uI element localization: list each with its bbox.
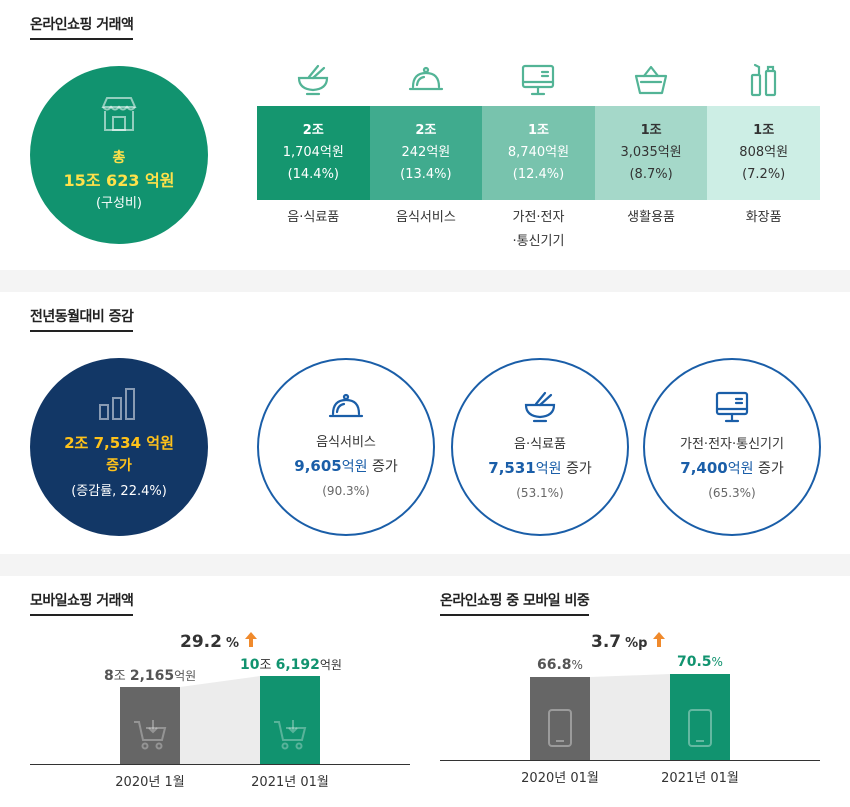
bar-connector <box>590 674 670 760</box>
x-axis-label: 2020년 1월 <box>115 775 185 790</box>
yoy-category-value: 7,400억원 증가 <box>680 458 784 477</box>
cloche-icon <box>328 392 364 426</box>
category-pct: (13.4%) <box>400 167 452 182</box>
category-name: 음식서비스 <box>395 210 456 225</box>
category-jo: 1조 <box>753 123 775 138</box>
bar-chart-icon <box>98 387 140 425</box>
section-title-online-shopping: 온라인쇼핑 거래액 <box>30 16 134 40</box>
total-value: 15조 623 억원 <box>63 171 175 190</box>
bar-value-label: 8조 2,165억원 <box>104 668 197 684</box>
yoy-category-name: 음·식료품 <box>514 436 566 452</box>
category-value-box: 1조 3,035억원 (8.7%) <box>594 106 708 200</box>
yoy-category-name: 가전·전자·통신기기 <box>680 436 784 452</box>
mobile-share-growth: 3.7 %p <box>591 632 666 652</box>
category-eok: 8,740억원 <box>507 145 570 160</box>
category-jo: 1조 <box>640 123 662 138</box>
bar-value-label: 66.8% <box>537 657 583 673</box>
bar-value-label: 10조 6,192억원 <box>240 657 342 673</box>
cloche-icon <box>370 60 483 100</box>
bowl-icon <box>257 60 370 100</box>
category-eok: 3,035억원 <box>620 145 682 160</box>
phone-icon <box>687 708 713 752</box>
total-transaction-circle: 총 15조 623 억원 (구성비) <box>30 66 208 244</box>
category-eok: 242억원 <box>401 145 451 160</box>
category-jo: 2조 <box>415 123 437 138</box>
chart-baseline <box>30 764 410 765</box>
mobile-bar-2020 <box>120 687 180 764</box>
section-divider <box>0 270 850 292</box>
category-name: 생활용품 <box>627 210 675 225</box>
chart-baseline <box>440 760 820 761</box>
category-pct: (8.7%) <box>629 167 673 182</box>
yoy-category-value: 9,605억원 증가 <box>294 456 398 475</box>
category-value-box: 1조 8,740억원 (12.4%) <box>482 106 595 200</box>
mobile-bar-2021 <box>260 676 320 764</box>
share-bar-2021 <box>670 674 730 760</box>
category-pct: (7.2%) <box>742 167 786 182</box>
x-axis-label: 2021년 01월 <box>251 775 329 790</box>
yoy-category-pct: (90.3%) <box>322 483 370 498</box>
mobile-amount-growth: 29.2% <box>180 632 257 652</box>
cart-icon <box>132 718 168 756</box>
yoy-category-pct: (65.3%) <box>708 485 756 500</box>
total-label: 총 <box>112 150 126 166</box>
section-title-yoy: 전년동월대비 증감 <box>30 308 134 332</box>
x-axis-label: 2020년 01월 <box>521 771 599 786</box>
category-jo: 1조 <box>527 123 549 138</box>
category-value-box: 2조 1,704억원 (14.4%) <box>257 106 370 200</box>
category-pct: (14.4%) <box>287 167 340 182</box>
category-name: 가전·전자 ·통신기기 <box>512 210 565 249</box>
category-value-box: 2조 242억원 (13.4%) <box>369 106 483 200</box>
yoy-category-circle: 가전·전자·통신기기 7,400억원 증가 (65.3%) <box>643 358 821 536</box>
bowl-icon <box>523 390 557 428</box>
arrow-up-icon <box>244 632 257 652</box>
monitor-icon <box>482 60 595 100</box>
cart-icon <box>272 718 308 756</box>
yoy-category-name: 음식서비스 <box>316 434 376 450</box>
yoy-category-value: 7,531억원 증가 <box>488 458 592 477</box>
section-title-mobile-amount: 모바일쇼핑 거래액 <box>30 592 134 616</box>
category-name: 음·식료품 <box>287 210 340 225</box>
yoy-total-note: (증감률, 22.4%) <box>71 484 167 499</box>
yoy-total-circle: 2조 7,534 억원 증가 (증감률, 22.4%) <box>30 358 208 536</box>
bar-value-label: 70.5% <box>677 654 723 670</box>
phone-icon <box>547 708 573 752</box>
category-jo: 2조 <box>302 123 324 138</box>
yoy-category-circle: 음·식료품 7,531억원 증가 (53.1%) <box>451 358 629 536</box>
yoy-total-label: 증가 <box>106 458 132 474</box>
category-eok: 808억원 <box>739 145 789 160</box>
arrow-up-icon <box>653 632 666 652</box>
category-pct: (12.4%) <box>512 167 565 182</box>
yoy-category-pct: (53.1%) <box>516 485 564 500</box>
category-name: 화장품 <box>745 210 782 225</box>
section-title-mobile-share: 온라인쇼핑 중 모바일 비중 <box>440 592 590 616</box>
basket-icon <box>595 60 708 100</box>
share-bar-2020 <box>530 677 590 760</box>
yoy-category-circle: 음식서비스 9,605억원 증가 (90.3%) <box>257 358 435 536</box>
cosmetics-icon <box>707 60 820 100</box>
category-value-box: 1조 808억원 (7.2%) <box>707 106 820 200</box>
section-divider <box>0 554 850 576</box>
category-eok: 1,704억원 <box>282 145 344 160</box>
x-axis-label: 2021년 01월 <box>661 771 739 786</box>
bar-connector <box>180 676 260 764</box>
total-note: (구성비) <box>95 196 143 211</box>
monitor-icon <box>714 390 750 428</box>
store-icon <box>98 95 140 137</box>
yoy-total-value: 2조 7,534 억원 <box>64 434 174 452</box>
